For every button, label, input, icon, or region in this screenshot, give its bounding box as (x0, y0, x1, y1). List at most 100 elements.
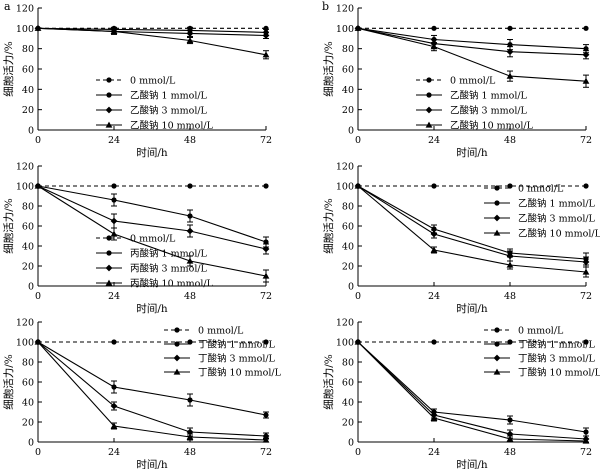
x-tick-label: 48 (504, 291, 516, 302)
data-point (431, 25, 437, 31)
data-point (186, 30, 194, 37)
chart-panel-1: 0 20 40 60 80 100 120 0 24 48 72 时间/h 细胞活力/% 0 mmol/L… (2, 4, 272, 160)
x-axis-label: 时间/h (456, 458, 488, 469)
y-tick-label: 20 (22, 262, 34, 273)
y-axis-label: 细胞活力/% (2, 41, 15, 97)
series-line (357, 341, 587, 440)
x-tick-label: 48 (184, 447, 196, 458)
data-point (506, 72, 514, 79)
series-2 (35, 339, 269, 419)
y-tick-label: 100 (16, 182, 34, 193)
data-point (507, 42, 513, 48)
series-line (37, 27, 267, 33)
series-2 (35, 25, 269, 36)
series-line (37, 341, 267, 437)
data-point (354, 24, 362, 31)
legend-entry: 丁酸钠 1 mmol/L (198, 339, 276, 351)
legend-marker (106, 77, 112, 83)
legend-marker (493, 368, 501, 375)
x-tick-label: 24 (428, 447, 440, 458)
y-tick-label: 60 (342, 65, 354, 76)
y-tick-label: 100 (336, 24, 354, 35)
legend-marker (106, 250, 112, 256)
x-tick-label: 0 (35, 447, 41, 458)
y-tick-label: 20 (22, 418, 34, 429)
data-point (507, 339, 513, 345)
data-point (506, 252, 514, 260)
legend-marker (493, 229, 501, 236)
data-point (262, 272, 270, 279)
x-tick-label: 24 (108, 447, 120, 458)
y-tick-label: 120 (336, 162, 354, 173)
legend-marker (493, 354, 501, 362)
y-tick-label: 0 (28, 282, 34, 293)
data-point (354, 182, 362, 189)
data-point (263, 183, 269, 189)
data-point (582, 77, 590, 84)
series-4 (34, 182, 270, 283)
chart-panel-6: 0 20 40 60 80 100 120 0 24 48 72 时间/h 细胞活力/% 0 mmol/L… (322, 318, 600, 472)
x-tick-label: 24 (108, 135, 120, 146)
x-tick-label: 0 (35, 291, 41, 302)
series-4 (354, 182, 590, 278)
y-tick-label: 0 (348, 282, 354, 293)
y-tick-label: 100 (16, 338, 34, 349)
x-tick-label: 48 (184, 135, 196, 146)
data-point (262, 245, 270, 253)
data-point (34, 24, 42, 31)
legend: 0 mmol/L 乙酸钠 1 mmol/L 乙酸钠 3 mmol/L 乙酸钠 10 m… (416, 76, 534, 132)
data-point (187, 213, 193, 219)
y-tick-label: 0 (348, 126, 354, 137)
legend-marker (493, 214, 501, 222)
series-2 (355, 25, 589, 54)
data-point (507, 25, 513, 31)
series-4 (34, 24, 270, 60)
legend-entry: 丙酸钠 3 mmol/L (130, 263, 208, 275)
legend: 0 mmol/L 乙酸钠 1 mmol/L 乙酸钠 3 mmol/L 乙酸钠 10 m… (96, 76, 214, 132)
y-tick-label: 100 (336, 182, 354, 193)
data-point (430, 230, 438, 238)
series-2 (35, 183, 269, 248)
y-tick-label: 40 (342, 242, 354, 253)
data-point (431, 183, 437, 189)
y-tick-label: 60 (342, 378, 354, 389)
legend-entry: 丁酸钠 10 mmol/L (518, 367, 600, 379)
x-axis-label: 时间/h (136, 146, 168, 159)
legend-marker (494, 200, 500, 206)
legend-marker (106, 92, 112, 98)
x-axis-label: 时间/h (136, 302, 168, 315)
x-tick-label: 72 (260, 447, 272, 458)
data-point (187, 397, 193, 403)
y-tick-label: 40 (342, 85, 354, 96)
data-point (506, 435, 514, 442)
series-line (357, 341, 587, 442)
legend-entry: 丙酸钠 1 mmol/L (130, 248, 208, 260)
y-axis-label: 细胞活力/% (322, 198, 335, 254)
y-tick-label: 40 (22, 242, 34, 253)
data-point (583, 429, 589, 435)
x-tick-label: 72 (260, 135, 272, 146)
legend-marker (494, 327, 500, 333)
series-4 (34, 338, 270, 443)
data-point (354, 338, 362, 345)
data-point (583, 183, 589, 189)
y-tick-label: 80 (22, 202, 34, 213)
data-point (111, 339, 117, 345)
legend-entry: 丙酸钠 10 mmol/L (130, 278, 214, 290)
series-line (357, 185, 587, 260)
data-point (262, 432, 270, 440)
series-line (357, 27, 587, 82)
legend-entry: 丁酸钠 10 mmol/L (198, 367, 282, 379)
x-axis-label: 时间/h (136, 458, 168, 469)
data-point (262, 32, 270, 39)
y-tick-label: 0 (28, 438, 34, 449)
y-tick-label: 0 (28, 126, 34, 137)
legend-entry: 丁酸钠 1 mmol/L (518, 339, 596, 351)
data-point (187, 183, 193, 189)
panel-label-a: a (4, 0, 11, 13)
legend-entry: 乙酸钠 1 mmol/L (450, 90, 528, 102)
series-line (37, 341, 267, 441)
x-tick-label: 0 (355, 291, 361, 302)
series-4 (354, 24, 590, 88)
